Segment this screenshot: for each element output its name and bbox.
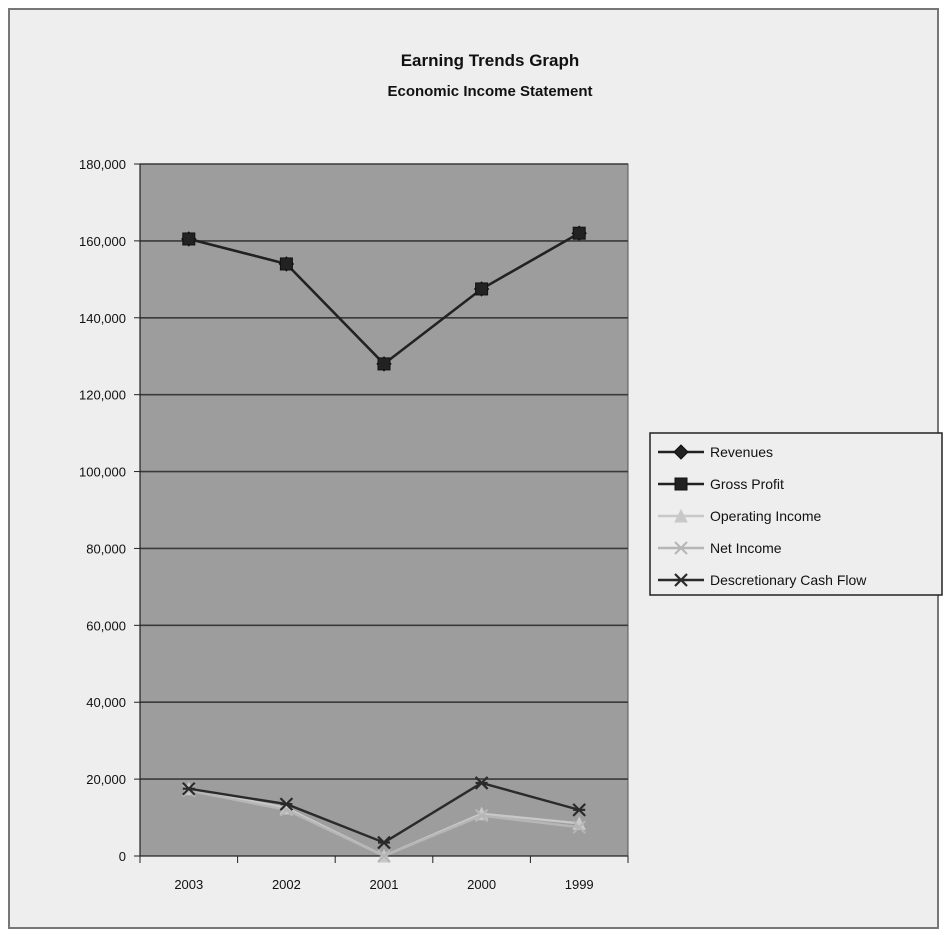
y-tick-label: 160,000 (79, 234, 126, 249)
data-point-descretionary-cash-flow (182, 781, 196, 796)
legend-marker-revenues (673, 444, 689, 460)
y-tick-label: 40,000 (86, 695, 126, 710)
legend-label-gross-profit: Gross Profit (710, 476, 784, 492)
legend-label-net-income: Net Income (710, 540, 782, 556)
data-point-gross-profit (572, 226, 586, 240)
y-tick-label: 0 (119, 849, 126, 864)
y-tick-label: 180,000 (79, 157, 126, 172)
x-tick-label: 2002 (272, 877, 301, 892)
marker-stroke (377, 849, 391, 863)
legend-marker-descretionary-cash-flow (674, 573, 688, 587)
data-point-descretionary-cash-flow (377, 835, 391, 850)
y-tick-label: 20,000 (86, 772, 126, 787)
y-tick-label: 140,000 (79, 311, 126, 326)
x-tick-label: 1999 (565, 877, 594, 892)
y-tick-label: 60,000 (86, 618, 126, 633)
data-point-gross-profit (182, 232, 196, 246)
legend-label-descretionary-cash-flow: Descretionary Cash Flow (710, 572, 867, 588)
marker-stroke (474, 808, 489, 823)
legend-label-revenues: Revenues (710, 444, 773, 460)
legend-marker-gross-profit (674, 477, 688, 491)
legend-marker-operating-income (674, 508, 688, 523)
legend-box (649, 432, 943, 596)
data-point-net-income (182, 783, 196, 798)
marker-stroke (182, 783, 196, 798)
chart-title: Earning Trends Graph (401, 51, 580, 70)
data-point-net-income (377, 849, 391, 863)
data-point-net-income (474, 808, 489, 823)
y-tick-label: 120,000 (79, 388, 126, 403)
x-tick-label: 2003 (174, 877, 203, 892)
marker-stroke (674, 541, 688, 555)
data-point-net-income (572, 820, 586, 834)
plot-area: 0 20,000 40,000 60,000 80,000 100,000 120,000 1… (79, 157, 629, 892)
marker-stroke (572, 820, 586, 834)
plot-background (139, 163, 629, 857)
data-point-descretionary-cash-flow (572, 803, 586, 817)
data-point-gross-profit (475, 282, 489, 296)
data-point-descretionary-cash-flow (474, 776, 489, 790)
legend-marker-net-income (674, 541, 688, 555)
data-point-descretionary-cash-flow (279, 797, 294, 811)
data-point-gross-profit (279, 257, 293, 271)
y-tick-label: 80,000 (86, 541, 126, 556)
y-tick-label: 100,000 (79, 465, 126, 480)
data-point-gross-profit (377, 357, 391, 371)
legend-label-operating-income: Operating Income (710, 508, 821, 524)
legend: Revenues Gross Profit Operating Income Net … (649, 432, 943, 596)
chart-subtitle: Economic Income Statement (387, 83, 592, 100)
x-tick-label: 2000 (467, 877, 496, 892)
x-tick-label: 2001 (370, 877, 399, 892)
